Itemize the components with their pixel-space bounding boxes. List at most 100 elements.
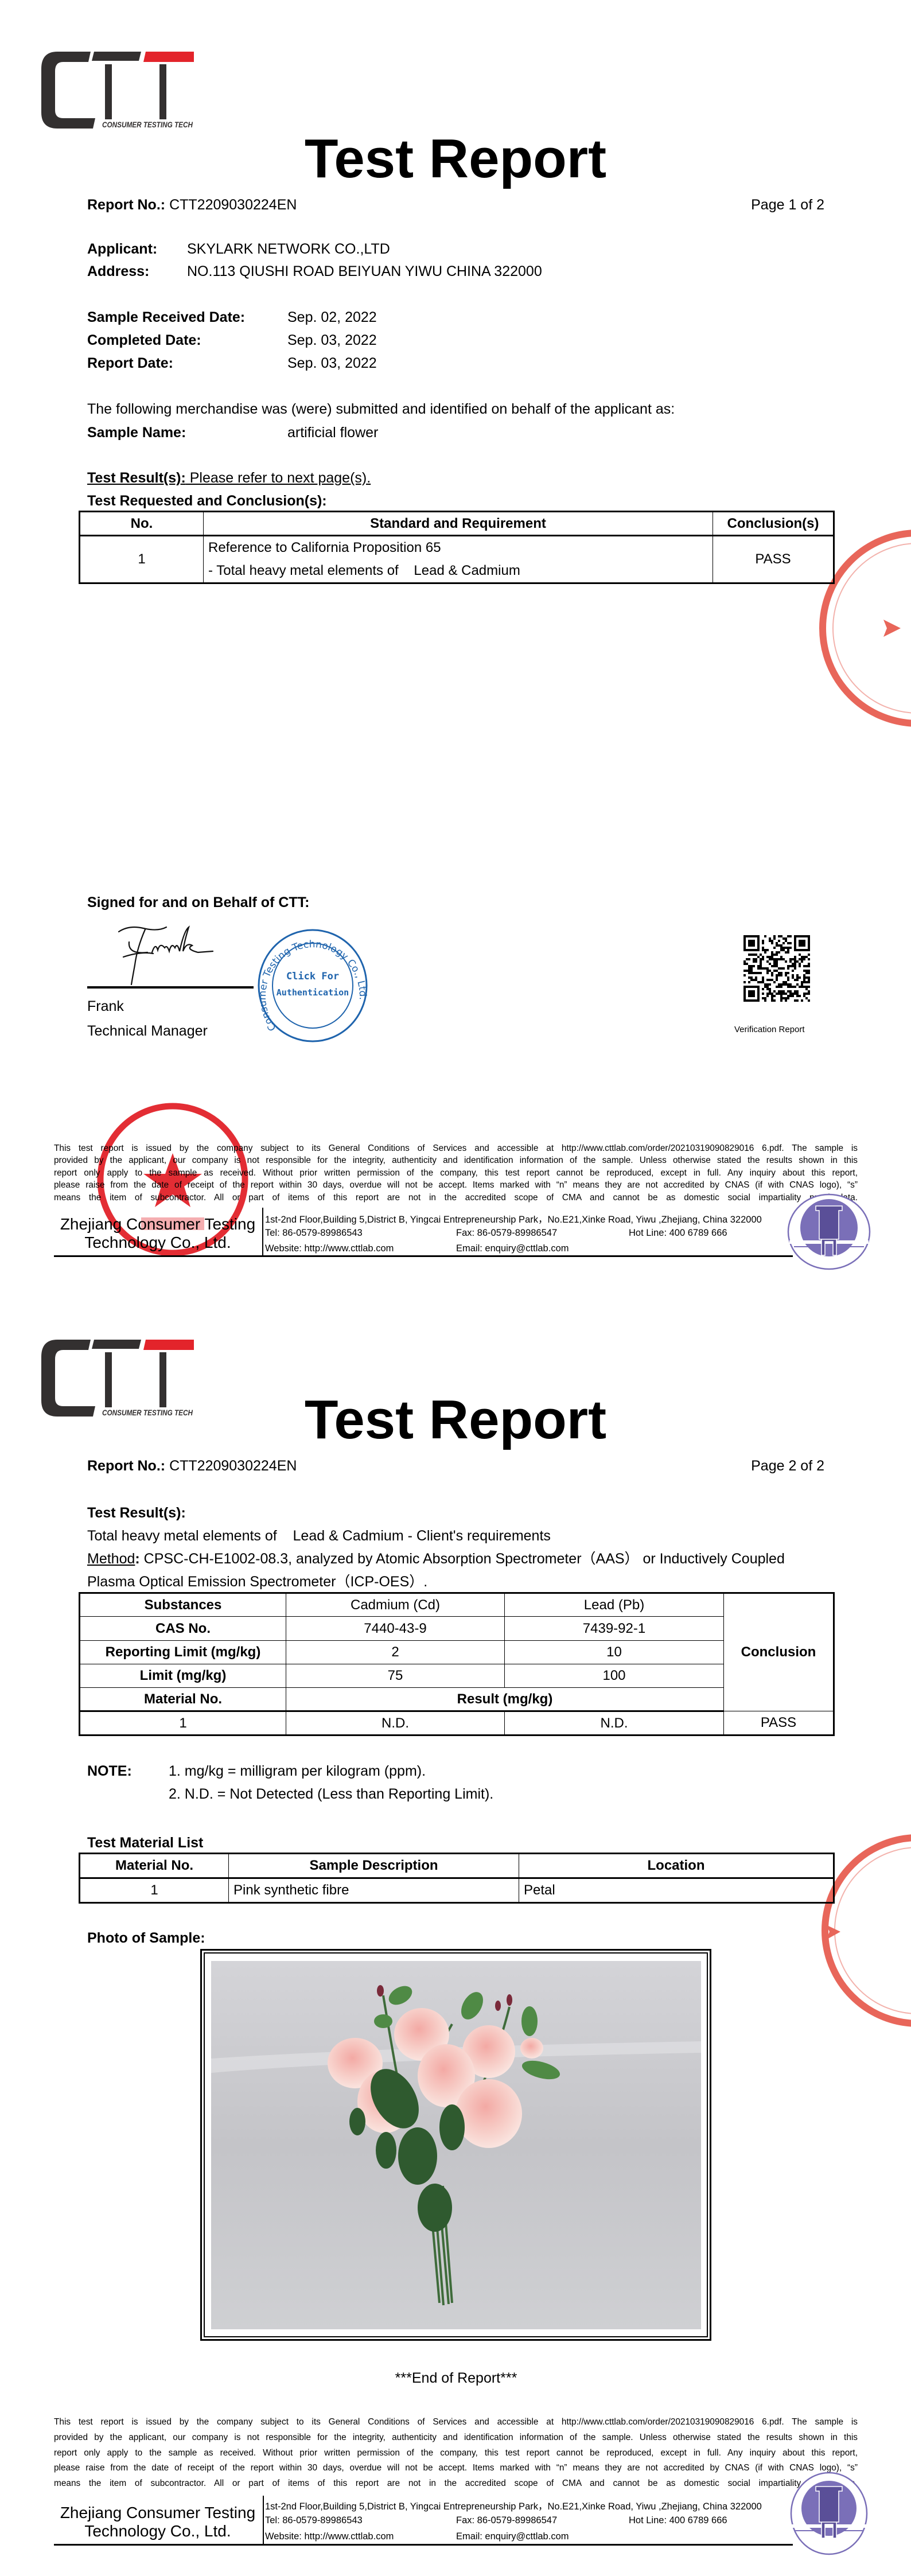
footer-rule [54, 1255, 793, 1257]
verification-qr-code[interactable] [743, 935, 810, 1002]
row-header: Material No. [79, 1687, 286, 1712]
signer-title: Technical Manager [87, 1023, 208, 1039]
merchandise-statement: The following merchandise was (were) sub… [87, 401, 675, 417]
cell: Lead (Pb) [504, 1593, 724, 1617]
disclaimer: This test report is issued by the compan… [54, 1142, 858, 1204]
test-result-reference: Test Result(s): Please refer to next pag… [87, 469, 371, 487]
disclaimer: This test report is issued by the compan… [54, 2415, 858, 2492]
sample-photo [211, 1961, 701, 2329]
cell-description: Pink synthetic fibre [228, 1878, 519, 1903]
table-row: 1 Reference to California Proposition 65… [79, 535, 834, 583]
disclaimer-line: This test report is issued by the compan… [54, 2417, 858, 2427]
sample-photo-frame [200, 1949, 711, 2341]
photo-heading: Photo of Sample: [87, 1930, 205, 1946]
authentication-stamp-button[interactable]: Consumer Testing Technology Co., Ltd. Cl… [256, 928, 369, 1043]
page-indicator: Page 1 of 2 [751, 197, 824, 213]
company-name: Zhejiang Consumer Testing Technology Co.… [54, 2504, 262, 2540]
report-date-label: Report Date: [87, 355, 174, 371]
cell-conclusion: PASS [713, 535, 834, 583]
page-title: Test Report [304, 1389, 607, 1450]
signed-heading: Signed for and on Behalf of CTT: [87, 894, 310, 910]
footer-website[interactable]: Website: http://www.cttlab.com [265, 2531, 394, 2542]
report-number-value: CTT2209030224EN [169, 197, 297, 213]
svg-text:CONSUMER TESTING TECH: CONSUMER TESTING TECH [102, 1408, 193, 1417]
results-table: Substances Cadmium (Cd) Lead (Pb) Conclu… [79, 1592, 835, 1736]
completed-label: Completed Date: [87, 332, 201, 348]
method-text: CPSC-CH-E1002-08.3, analyzed by Atomic A… [139, 1551, 785, 1567]
signature-image [118, 925, 214, 986]
signer-name: Frank [87, 998, 124, 1014]
column-header: Standard and Requirement [203, 511, 713, 536]
footer-separator [263, 2496, 264, 2545]
cell-conclusion: PASS [723, 1711, 834, 1736]
company-name-line: Technology Co., Ltd. [84, 1233, 231, 1251]
cma-emblem-icon [790, 2472, 868, 2555]
row-header: CAS No. [79, 1616, 286, 1641]
footer-hotline: Hot Line: 400 6789 666 [629, 2515, 727, 2526]
report-number-value: CTT2209030224EN [169, 1458, 297, 1474]
page-title: Test Report [304, 128, 607, 189]
company-name: Zhejiang Consumer Testing Technology Co.… [54, 1215, 262, 1252]
table-row: 1 Pink synthetic fibre Petal [79, 1878, 834, 1903]
material-list-heading: Test Material List [87, 1835, 204, 1851]
cell-cd: N.D. [286, 1711, 505, 1736]
footer-rule [54, 2544, 793, 2546]
report-number-label: Report No.: [87, 197, 166, 213]
row-header: Limit (mg/kg) [79, 1664, 286, 1688]
material-table: Material No. Sample Description Location… [79, 1853, 835, 1904]
column-header: Location [519, 1853, 834, 1879]
footer-email[interactable]: Email: enquiry@cttlab.com [456, 2531, 569, 2542]
report-number: Report No.: CTT2209030224EN [87, 196, 297, 213]
column-header: Conclusion(s) [713, 511, 834, 536]
requirement-line: - Total heavy metal elements of Lead & C… [208, 563, 520, 578]
disclaimer-line: This test report is issued by the compan… [54, 1143, 858, 1153]
cell: 2 [286, 1640, 505, 1664]
sample-name-value: artificial flower [287, 425, 379, 441]
cell-no: 1 [79, 535, 204, 583]
column-header: Material No. [79, 1853, 229, 1879]
method-label: Method [87, 1551, 135, 1567]
footer-fax: Fax: 86-0579-89986547 [456, 1227, 558, 1238]
cell-location: Petal [519, 1878, 834, 1903]
note-label: NOTE: [87, 1763, 132, 1779]
disclaimer-line: please raise from the date of receipt of… [54, 2463, 858, 2473]
footer-tel: Tel: 86-0579-89986543 [265, 2515, 363, 2526]
footer-website[interactable]: Website: http://www.cttlab.com [265, 1243, 394, 1254]
test-requested-heading: Test Requested and Conclusion(s): [87, 493, 327, 509]
company-name-line: Zhejiang Consumer Testing [60, 2504, 256, 2521]
cell-no: 1 [79, 1878, 229, 1903]
cell: 7440-43-9 [286, 1616, 505, 1641]
test-result-label: Test Result(s): [87, 470, 186, 486]
disclaimer-line: provided by the applicant, our company i… [54, 1155, 858, 1166]
sample-name-label: Sample Name: [87, 425, 186, 441]
row-header: Substances [79, 1593, 286, 1617]
sample-received-value: Sep. 02, 2022 [287, 309, 377, 325]
conclusion-table: No. Standard and Requirement Conclusion(… [79, 511, 835, 584]
method-line: Method: CPSC-CH-E1002-08.3, analyzed by … [87, 1551, 785, 1567]
method-line-2: Plasma Optical Emission Spectrometer（ICP… [87, 1574, 428, 1590]
authentication-stamp-icon: Consumer Testing Technology Co., Ltd. [257, 929, 368, 1042]
cma-emblem-icon [787, 1193, 871, 1270]
completed-value: Sep. 03, 2022 [287, 332, 377, 348]
svg-text:CONSUMER TESTING TECH: CONSUMER TESTING TECH [102, 120, 193, 129]
report-date-value: Sep. 03, 2022 [287, 355, 377, 371]
conclusion-header: Conclusion [723, 1593, 834, 1711]
test-item: Total heavy metal elements of Lead & Cad… [87, 1528, 551, 1544]
applicant-label: Applicant: [87, 241, 158, 257]
footer-email[interactable]: Email: enquiry@cttlab.com [456, 1243, 569, 1254]
column-header: Sample Description [228, 1853, 519, 1879]
requirement-line: Reference to California Proposition 65 [208, 540, 441, 555]
address-value: NO.113 QIUSHI ROAD BEIYUAN YIWU CHINA 32… [187, 263, 542, 279]
ctt-logo: CONSUMER TESTING TECH [41, 52, 194, 129]
footer-separator [262, 1208, 263, 1256]
cell-requirement: Reference to California Proposition 65 - … [203, 535, 713, 583]
disclaimer-line: report only apply to the sample as recei… [54, 1168, 858, 1178]
page-indicator: Page 2 of 2 [751, 1458, 824, 1474]
test-result-heading: Test Result(s): [87, 1505, 186, 1521]
sample-received-label: Sample Received Date: [87, 309, 246, 325]
footer-address: 1st-2nd Floor,Building 5,District B, Yin… [265, 1215, 762, 1225]
table-row: 1 N.D. N.D. PASS [79, 1711, 834, 1736]
disclaimer-line: report only apply to the sample as recei… [54, 2447, 858, 2458]
footer-hotline: Hot Line: 400 6789 666 [629, 1227, 727, 1238]
row-header: Reporting Limit (mg/kg) [79, 1640, 286, 1664]
